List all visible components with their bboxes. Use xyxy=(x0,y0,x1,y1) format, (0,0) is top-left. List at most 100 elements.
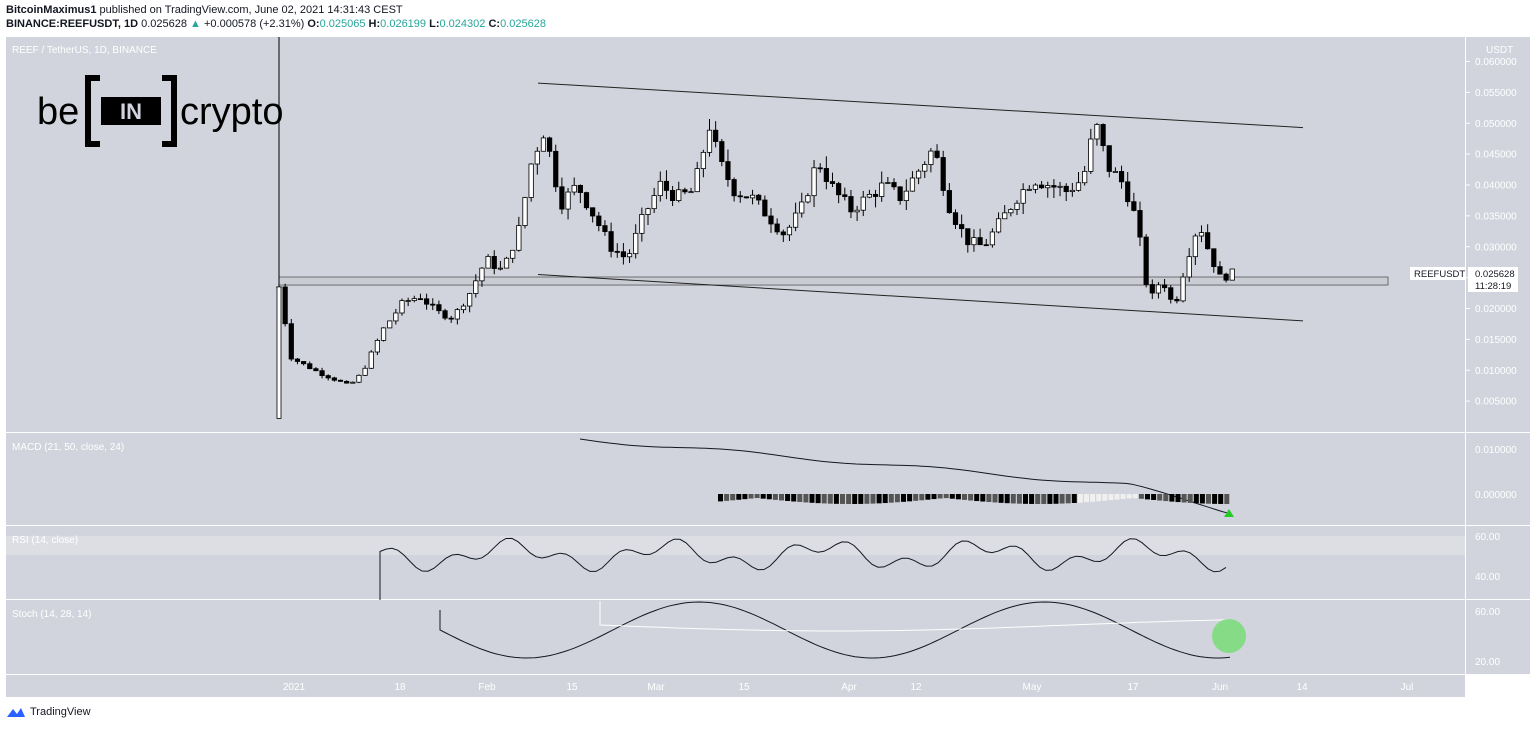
tradingview-footer[interactable]: TradingView xyxy=(6,706,91,718)
candle-body xyxy=(743,196,750,199)
candle-body xyxy=(737,195,743,198)
candle-body xyxy=(682,189,688,193)
candle-body xyxy=(1094,124,1100,140)
macd-histogram-bar xyxy=(766,494,772,500)
price-tick-label: 0.030000 xyxy=(1475,242,1517,253)
candle-body xyxy=(325,375,331,379)
candle-body xyxy=(1088,138,1094,172)
candle-body xyxy=(891,182,897,188)
candle-body xyxy=(1155,284,1162,294)
macd-histogram-bar xyxy=(1016,494,1022,504)
candle-body xyxy=(897,186,903,202)
macd-histogram-bar xyxy=(1199,494,1205,504)
candle-body xyxy=(965,228,971,246)
macd-histogram-bar xyxy=(1084,494,1089,503)
up-triangle-icon: ▲ xyxy=(190,18,201,30)
macd-histogram-bar xyxy=(1126,494,1132,499)
candle-body xyxy=(405,300,411,302)
channel-lower-line[interactable] xyxy=(537,274,1304,322)
stoch-crossover-highlight xyxy=(1212,619,1246,653)
publish-info: published on TradingView.com, June 02, 2… xyxy=(99,4,403,16)
macd-histogram-bar xyxy=(785,494,791,501)
macd-histogram-bar xyxy=(1029,494,1035,504)
macd-histogram-bar xyxy=(1059,494,1065,504)
candle-body xyxy=(1198,232,1205,237)
macd-histogram-bar xyxy=(833,494,839,504)
macd-group xyxy=(579,438,1230,514)
candle-body xyxy=(534,150,540,165)
candle-body xyxy=(399,300,405,314)
stoch-label: Stoch (14, 28, 14) xyxy=(12,609,92,620)
candle-body xyxy=(442,310,448,319)
open-value: 0.025065 xyxy=(319,18,366,30)
candle-body xyxy=(491,256,497,269)
symbol-label[interactable]: BINANCE:REEFUSDT, 1D xyxy=(6,18,139,30)
macd-histogram-bar xyxy=(815,494,821,504)
macd-histogram-bar xyxy=(888,494,894,503)
countdown-value: 11:28:19 xyxy=(1475,281,1511,292)
candle-body xyxy=(811,167,817,197)
macd-histogram-bar xyxy=(1163,494,1169,502)
macd-histogram-bar xyxy=(894,494,900,503)
stoch-panel-bg xyxy=(6,600,1465,674)
time-axis-ticks: 2021 18 Feb 15 Mar 15 Apr 12 May 17 Jun 14 Jul xyxy=(283,682,1414,693)
macd-histogram-bar xyxy=(931,494,937,500)
candle-body xyxy=(571,184,577,193)
author-name[interactable]: BitcoinMaximus1 xyxy=(6,4,97,16)
close-value: 0.025628 xyxy=(500,18,546,30)
candle-body xyxy=(454,309,460,320)
time-tick-label: Apr xyxy=(841,682,857,693)
candle-body xyxy=(1125,181,1131,203)
logo-box xyxy=(101,97,161,125)
macd-histogram-bar xyxy=(998,494,1004,503)
rsi-group xyxy=(379,537,1227,600)
candle-body xyxy=(1143,236,1149,285)
price-tick-label: 0.060000 xyxy=(1475,57,1517,68)
tradingview-logo-icon xyxy=(7,708,25,717)
candle-body xyxy=(1174,298,1180,302)
candle-body xyxy=(1082,170,1088,184)
symbol-tag-label: REEFUSDT xyxy=(1414,269,1465,280)
candle-body xyxy=(522,197,528,226)
price-tick-label: 0.040000 xyxy=(1475,181,1517,192)
candle-body xyxy=(423,298,430,305)
macd-histogram-bar xyxy=(1206,494,1211,504)
low-label: L: xyxy=(429,18,440,30)
candle-body xyxy=(608,231,614,252)
macd-histogram-bar xyxy=(852,494,858,504)
macd-histogram-bar xyxy=(742,494,748,500)
macd-histogram-bar xyxy=(809,494,815,503)
close-label: C: xyxy=(488,18,501,30)
candle-body xyxy=(1014,202,1020,210)
beincrypto-logo: be IN crypto xyxy=(37,75,283,147)
macd-histogram-bar xyxy=(1065,494,1071,504)
macd-histogram-bar xyxy=(907,494,913,502)
candle-body xyxy=(319,370,325,376)
channel-upper-line[interactable] xyxy=(537,82,1304,129)
candle-body xyxy=(959,224,965,230)
macd-histogram-bar xyxy=(913,494,919,501)
candle-body xyxy=(1069,189,1075,193)
price-tick-label: 0.045000 xyxy=(1475,150,1517,161)
candle-body xyxy=(313,368,319,372)
stoch-group xyxy=(439,601,1231,659)
candle-body xyxy=(590,207,596,217)
candle-body xyxy=(823,168,829,182)
candle-body xyxy=(706,129,713,153)
stoch-k-line xyxy=(439,601,1231,659)
support-zone[interactable] xyxy=(278,276,1389,286)
macd-histogram-bar xyxy=(1138,494,1144,499)
symbol-tag xyxy=(1410,267,1465,280)
candle-body xyxy=(282,286,288,325)
candle-body xyxy=(817,167,823,170)
candle-body xyxy=(620,251,627,258)
candle-body xyxy=(1162,284,1168,289)
macd-histogram-bar xyxy=(1218,494,1224,504)
candle-body xyxy=(903,190,909,202)
candle-body xyxy=(793,212,799,228)
price-tick-label: 0.050000 xyxy=(1475,119,1517,130)
candle-body xyxy=(485,256,491,269)
candle-body xyxy=(1168,287,1174,300)
candle-body xyxy=(934,150,940,158)
